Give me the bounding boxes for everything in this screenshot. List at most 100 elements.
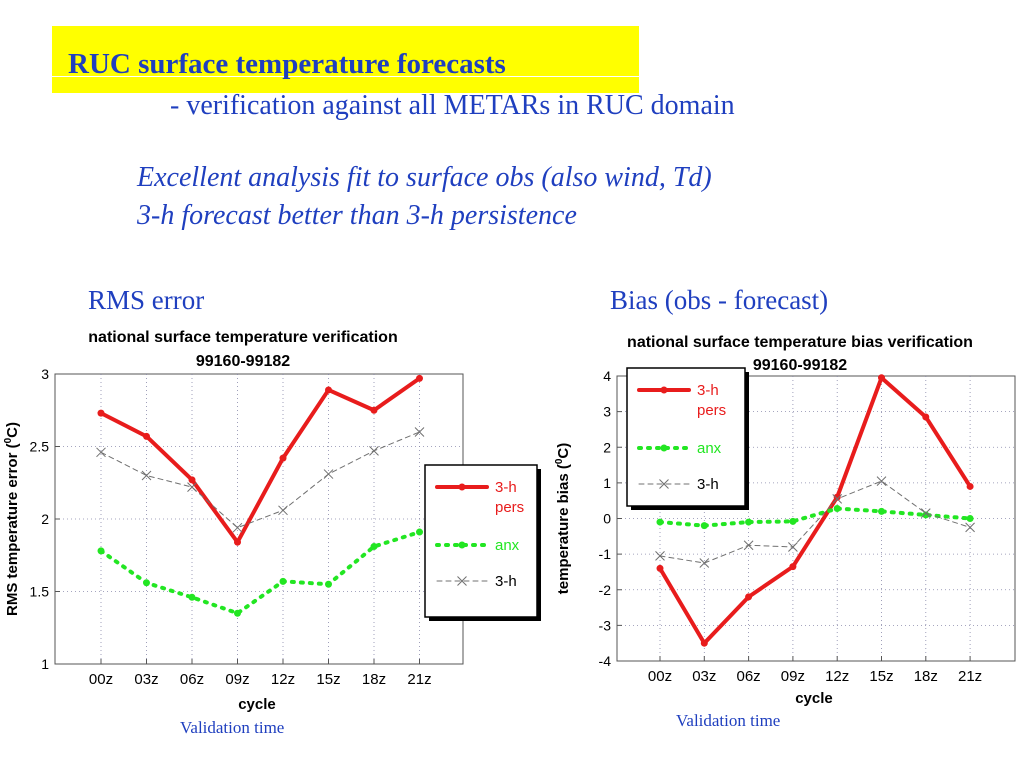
chart1-ylabel-superscript: 0	[3, 437, 14, 443]
chart2-ylabel: temperature bias (0C)	[554, 443, 572, 594]
chart2-point-anx	[833, 505, 841, 513]
chart1-point-fcst	[141, 470, 152, 481]
chart2-xtick-label: 12z	[825, 668, 849, 685]
chart2-point-anx	[922, 511, 930, 519]
chart2-legend-marker-fcst	[659, 479, 669, 489]
chart2-xtick-label: 06z	[737, 668, 761, 685]
chart1-ytick-label: 2.5	[30, 439, 50, 455]
chart2-point-pers	[833, 493, 841, 501]
chart2-point-anx	[789, 517, 797, 525]
chart1-ytick-label: 3	[41, 366, 49, 382]
chart1-legend-box	[424, 464, 538, 618]
chart1-ylabel-main: RMS temperature error (	[4, 443, 21, 616]
chart1-point-fcst	[414, 427, 425, 437]
chart1-xtick-label: 03z	[134, 671, 158, 688]
chart1-xtick-label: 18z	[362, 671, 386, 688]
chart2-xtick-label: 21z	[958, 668, 982, 685]
chart1-point-anx	[370, 543, 378, 551]
chart2-legend-label-pers: pers	[697, 402, 726, 419]
chart1-point-pers	[234, 538, 241, 546]
chart1-series-line-anx	[99, 530, 422, 616]
chart1-point-fcst	[96, 447, 106, 458]
note-line-2: 3-h forecast better than 3-h persistence	[137, 200, 577, 231]
chart2-point-fcst	[699, 558, 710, 568]
chart1-point-pers	[97, 409, 105, 417]
chart1-point-fcst	[369, 445, 379, 456]
chart2-point-anx	[745, 518, 753, 526]
chart1-xtick-label: 21z	[407, 671, 431, 688]
chart1-legend-label-fcst: 3-h	[495, 573, 517, 590]
chart1-point-pers	[188, 476, 196, 484]
chart2-point-fcst	[920, 508, 931, 519]
chart1-point-anx	[97, 547, 105, 555]
slide-title: RUC surface temperature forecasts	[68, 48, 506, 80]
chart2-point-pers	[656, 564, 664, 572]
chart1-point-anx	[325, 580, 332, 588]
chart1-xtick-label: 15z	[316, 671, 340, 688]
chart2-ytick-label: -3	[599, 617, 612, 633]
rms-section-label: RMS error	[88, 285, 205, 315]
chart1-point-pers	[143, 432, 150, 440]
chart1-xtick-label: 00z	[89, 671, 113, 688]
chart2-point-fcst	[965, 522, 975, 533]
chart2-point-anx	[878, 507, 885, 515]
chart2-ytick-label: 4	[603, 368, 611, 384]
chart2-title: national surface temperature bias verifi…	[627, 334, 973, 351]
chart2-xtick-label: 03z	[692, 668, 716, 685]
title-divider	[52, 76, 639, 77]
chart2-point-anx	[700, 522, 708, 530]
chart2-xlabel: cycle	[795, 690, 833, 707]
chart1-point-anx	[188, 593, 196, 601]
chart1-subtitle: 99160-99182	[196, 353, 290, 370]
chart1-xtick-label: 09z	[225, 671, 249, 688]
chart2-ytick-label: 3	[603, 404, 611, 420]
chart1-legend-label-anx: anx	[495, 537, 520, 554]
chart2-series-line-pers	[658, 375, 973, 646]
chart1-point-pers	[370, 406, 378, 414]
chart1-ylabel: RMS temperature error (0C)	[3, 422, 21, 616]
bias-validation-caption: Validation time	[676, 711, 781, 730]
chart2-point-fcst	[655, 551, 665, 561]
chart1-point-pers	[416, 374, 423, 382]
chart1-point-fcst	[278, 505, 288, 516]
chart1-point-pers	[325, 386, 332, 394]
bias-section-label: Bias (obs - forecast)	[610, 285, 829, 315]
chart1-point-anx	[279, 577, 287, 585]
chart2-ytick-label: -4	[599, 653, 612, 669]
chart1-point-anx	[234, 609, 241, 617]
rms-validation-caption: Validation time	[180, 718, 285, 737]
chart2-point-pers	[789, 563, 797, 571]
chart2-ytick-label: -2	[599, 582, 612, 598]
chart1-point-anx	[143, 579, 150, 587]
chart2-point-fcst	[832, 494, 843, 504]
chart2-xtick-label: 15z	[869, 668, 893, 685]
chart1-point-fcst	[187, 482, 197, 492]
chart1-point-fcst	[232, 522, 243, 533]
slide-subtitle: - verification against all METARs in RUC…	[170, 90, 735, 121]
chart1-point-pers	[279, 454, 287, 462]
chart2-ylabel-unit: C)	[555, 443, 572, 459]
chart1-legend-marker-anx	[458, 541, 466, 549]
chart2-subtitle: 99160-99182	[753, 357, 847, 374]
chart1-series-line-pers	[99, 376, 422, 545]
chart1-title: national surface temperature verificatio…	[88, 329, 397, 346]
chart2-point-pers	[966, 482, 974, 490]
chart2-ytick-label: 1	[603, 475, 611, 491]
chart2-ytick-label: 2	[603, 439, 611, 455]
chart2-xtick-label: 18z	[914, 668, 938, 685]
chart1-legend-marker-fcst	[457, 576, 467, 586]
note-line-1: Excellent analysis fit to surface obs (a…	[137, 162, 712, 193]
chart2-ylabel-superscript: 0	[554, 458, 565, 464]
chart1-ytick-label: 1.5	[30, 584, 50, 600]
chart1-ytick-label: 2	[41, 511, 49, 527]
chart2-point-pers	[922, 413, 930, 421]
chart1-xtick-label: 12z	[271, 671, 295, 688]
chart1-series-line-fcst	[100, 431, 420, 529]
chart1-legend-label-pers: pers	[495, 499, 524, 516]
chart2-point-fcst	[743, 540, 754, 551]
title-highlight	[52, 26, 639, 93]
chart2-legend-marker-pers	[660, 386, 668, 394]
chart2-ytick-label: 0	[603, 511, 611, 527]
chart2-xtick-label: 00z	[648, 668, 672, 685]
